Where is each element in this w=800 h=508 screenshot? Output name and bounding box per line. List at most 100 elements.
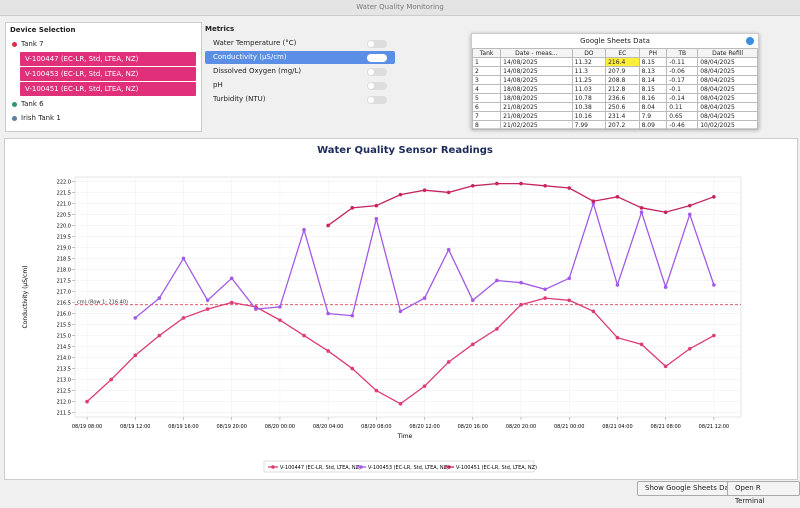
tank-name: Tank 7	[21, 40, 44, 48]
table-cell: 3	[471, 75, 502, 85]
data-point	[639, 210, 644, 215]
y-tick-label: 215.5	[57, 323, 71, 329]
toggle[interactable]	[367, 53, 387, 62]
y-tick-label: 220.0	[57, 223, 71, 229]
data-point	[712, 283, 716, 287]
x-tick-label: 08/21 04:00	[602, 424, 632, 430]
table-cell: 10/02/2025	[697, 120, 758, 130]
device[interactable]: V-100451 (EC-LR, Std, LTEA, NZ)	[20, 82, 196, 96]
table-row: 8 21/02/2025 7.99 207.2 8.09 -0.46 10/02/2025	[471, 120, 758, 130]
device[interactable]: V-100447 (EC-LR, Std, LTEA, NZ)	[20, 52, 196, 66]
metric-label: Conductivity (µS/cm)	[213, 53, 287, 61]
metric-item[interactable]: pH	[205, 79, 395, 92]
data-point	[446, 190, 451, 195]
y-tick-label: 213.5	[57, 367, 71, 373]
table-row: 7 21/08/2025 10.16 231.4 7.9 0.65 08/04/2025	[471, 111, 758, 121]
table-cell: 08/04/2025	[697, 84, 758, 94]
table-row: 6 21/08/2025 10.38 250.6 8.04 0.11 08/04/2025	[471, 102, 758, 112]
table-row: 2 14/08/2025 11.3 207.9 8.13 -0.06 08/04/2025	[471, 66, 758, 76]
data-point	[519, 280, 523, 285]
table-cell: 216.4	[605, 57, 640, 67]
table-cell: 6	[471, 102, 502, 112]
data-point	[350, 366, 355, 371]
table-cell: 08/04/2025	[697, 75, 758, 85]
toggle[interactable]	[367, 95, 387, 104]
data-point	[712, 333, 716, 338]
metric-item[interactable]: Turbidity (NTU)	[205, 93, 395, 106]
x-tick-label: 08/20 08:00	[361, 424, 391, 430]
panel-title: Device Selection	[10, 26, 76, 34]
table-cell: 08/04/2025	[697, 102, 758, 112]
table-cell: 08/04/2025	[697, 93, 758, 103]
y-tick-label: 217.0	[57, 289, 71, 295]
metric-item[interactable]: Conductivity (µS/cm)	[205, 51, 395, 64]
toggle[interactable]	[367, 81, 387, 90]
status-dot	[12, 101, 17, 107]
data-point	[181, 256, 186, 261]
table-cell: -0.17	[666, 75, 699, 85]
chart-panel: Water Quality Sensor Readings Time Condu…	[4, 138, 798, 480]
y-tick-label: 219.5	[57, 234, 71, 240]
toggle[interactable]	[367, 39, 387, 48]
metric-list: Water Temperature (°C) Conductivity (µS/c…	[201, 37, 399, 106]
data-point	[543, 296, 547, 300]
metric-item[interactable]: Water Temperature (°C)	[205, 37, 395, 50]
table-cell: 7	[471, 111, 502, 121]
data-point	[712, 195, 716, 199]
x-tick-label: 08/20 12:00	[409, 424, 439, 430]
table-cell: 0.65	[666, 111, 699, 121]
column-header: EC	[605, 48, 640, 58]
data-point	[687, 212, 692, 217]
data-point	[687, 346, 692, 351]
tank[interactable]: Irish Tank 1	[6, 111, 201, 125]
device-panel: Device Selection Tank 7 V-100447 (EC-LR,…	[5, 22, 202, 132]
table-cell: 10.16	[571, 111, 607, 121]
data-point	[663, 210, 668, 215]
x-tick-label: 08/20 20:00	[506, 424, 536, 430]
metric-label: Turbidity (NTU)	[213, 95, 266, 103]
data-point	[495, 278, 499, 283]
table-cell: 8.14	[638, 75, 668, 85]
table-cell: 208.8	[605, 75, 640, 85]
data-point	[567, 298, 572, 303]
table-cell: 0.11	[666, 102, 699, 112]
table-cell: 4	[471, 84, 502, 94]
y-tick-label: 214.5	[57, 345, 71, 351]
data-point	[687, 203, 692, 208]
data-point	[350, 206, 355, 210]
panel-title: Metrics	[205, 25, 235, 33]
table-cell: 207.9	[605, 66, 640, 76]
data-point	[591, 199, 596, 204]
chart-title: Water Quality Sensor Readings	[317, 145, 493, 156]
data-point	[302, 228, 306, 232]
device[interactable]: V-100453 (EC-LR, Std, LTEA, NZ)	[20, 67, 196, 81]
sheets-title: Google Sheets Data	[580, 37, 650, 45]
toggle[interactable]	[367, 67, 387, 76]
data-point	[422, 296, 427, 300]
data-point	[470, 342, 475, 347]
x-tick-label: 08/20 04:00	[313, 424, 343, 430]
sheets-titlebar: Google Sheets Data	[472, 34, 758, 48]
data-point	[398, 309, 403, 314]
terminal-button[interactable]: Open R Terminal	[727, 481, 800, 505]
data-point	[205, 307, 210, 311]
table-cell: 18/08/2025	[500, 84, 573, 94]
data-point	[254, 307, 258, 311]
metric-item[interactable]: Dissolved Oxygen (mg/L)	[205, 65, 395, 78]
close-button[interactable]	[746, 37, 754, 45]
data-point	[446, 360, 451, 364]
legend-marker	[359, 465, 363, 469]
table-cell: 8.13	[638, 66, 668, 76]
data-point	[181, 316, 186, 320]
x-tick-label: 08/21 08:00	[650, 424, 680, 430]
table-row: 3 14/08/2025 11.25 208.8 8.14 -0.17 08/04/2025	[471, 75, 758, 85]
table-row: 1 14/08/2025 11.32 216.4 8.15 -0.11 08/04/2025	[471, 57, 758, 67]
metric-label: Water Temperature (°C)	[213, 39, 297, 47]
table-cell: -0.06	[666, 66, 699, 76]
table-cell: 8.16	[638, 93, 668, 103]
header-row: Tank Date - meas... DO EC PH TB Date Refill	[471, 48, 758, 58]
table-cell: 8.15	[638, 84, 668, 94]
data-point	[495, 327, 499, 331]
tank[interactable]: Tank 6	[6, 97, 201, 111]
tank[interactable]: Tank 7	[6, 37, 201, 51]
